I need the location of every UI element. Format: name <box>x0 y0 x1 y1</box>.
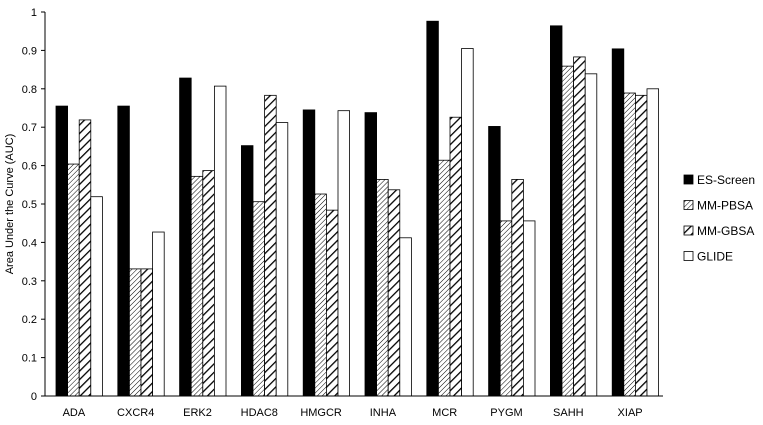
y-tick-label: 0.5 <box>22 199 37 211</box>
bar-mm-gbsa-sahh <box>573 56 586 397</box>
bar-es-screen-pygm <box>488 126 501 397</box>
bar-es-screen-erk2 <box>179 77 192 397</box>
bar-glide-xiap <box>646 88 660 397</box>
bar-glide-hmgcr <box>337 110 351 397</box>
bar-mm-pbsa-hdac8 <box>252 201 266 397</box>
y-tick-label: 0.9 <box>22 45 37 57</box>
y-tick-label: 0.6 <box>22 161 37 173</box>
legend-swatch <box>683 251 694 261</box>
legend-label: GLIDE <box>697 250 733 264</box>
y-tick-label: 0.2 <box>22 314 37 326</box>
x-tick-label: MCR <box>432 407 457 419</box>
y-tick-label: 0.7 <box>22 122 37 134</box>
y-tick-label: 0.1 <box>22 353 37 365</box>
bar-es-screen-inha <box>364 112 378 397</box>
bar-es-screen-xiap <box>611 48 625 397</box>
bar-glide-cxcr4 <box>152 231 165 397</box>
bar-es-screen-ada <box>55 105 69 397</box>
y-axis-title: Area Under the Curve (AUC) <box>4 134 16 275</box>
bar-mm-gbsa-erk2 <box>202 170 215 397</box>
legend-swatch <box>683 200 694 210</box>
bar-mm-pbsa-inha <box>376 179 389 397</box>
bar-mm-pbsa-erk2 <box>190 175 204 397</box>
bar-mm-pbsa-pygm <box>499 220 513 397</box>
x-tick-label: XIAP <box>618 407 643 419</box>
bar-glide-sahh <box>584 73 598 397</box>
y-axis-ticks: 0 0.1 0.2 0.3 0.4 0.5 0.6 0.7 0.8 0.9 1 <box>22 7 45 403</box>
bar-glide-ada <box>90 196 103 397</box>
x-tick-label: CXCR4 <box>117 407 154 419</box>
bar-glide-pygm <box>523 220 536 397</box>
bar-es-screen-cxcr4 <box>117 105 130 397</box>
bar-mm-gbsa-pygm <box>511 179 524 397</box>
y-tick-label: 0.4 <box>22 237 37 249</box>
bar-mm-pbsa-sahh <box>561 65 575 397</box>
y-tick-label: 0 <box>31 391 37 403</box>
bar-es-screen-hmgcr <box>302 109 316 397</box>
bar-mm-gbsa-mcr <box>449 116 463 397</box>
bar-mm-gbsa-inha <box>387 189 401 397</box>
x-tick-label: SAHH <box>553 407 584 419</box>
x-tick-label: INHA <box>370 407 397 419</box>
bar-es-screen-hdac8 <box>240 145 254 397</box>
bar-glide-mcr <box>461 48 474 397</box>
bar-mm-pbsa-hmgcr <box>314 193 327 397</box>
bar-mm-gbsa-ada <box>78 119 92 397</box>
x-tick-label: HDAC8 <box>241 407 278 419</box>
bar-mm-gbsa-hmgcr <box>325 209 339 397</box>
bar-mm-pbsa-ada <box>67 163 80 397</box>
legend-label: MM-PBSA <box>697 199 753 213</box>
bar-mm-gbsa-cxcr4 <box>140 268 154 397</box>
x-tick-label: ERK2 <box>183 407 212 419</box>
x-tick-label: HMGCR <box>300 407 342 419</box>
bar-es-screen-mcr <box>426 20 439 397</box>
bar-mm-gbsa-hdac8 <box>264 94 277 397</box>
bar-mm-pbsa-xiap <box>623 92 636 397</box>
legend-label: ES-Screen <box>697 173 755 187</box>
bar-mm-pbsa-cxcr4 <box>128 268 142 397</box>
bar-es-screen-sahh <box>550 25 563 397</box>
x-axis-tick-labels: ADA CXCR4 ERK2 HDAC8 HMGCR INHA MCR PYGM SAHH XIA… <box>63 407 643 419</box>
bar-glide-hdac8 <box>275 122 289 397</box>
x-tick-label: ADA <box>63 407 86 419</box>
bar-mm-pbsa-mcr <box>437 159 451 397</box>
bar-glide-inha <box>399 237 412 397</box>
bar-glide-erk2 <box>213 85 227 397</box>
legend-label: MM-GBSA <box>697 224 754 238</box>
y-tick-label: 1 <box>31 7 37 19</box>
y-tick-label: 0.8 <box>22 84 37 96</box>
x-tick-label: PYGM <box>490 407 522 419</box>
legend: ES-Screen MM-PBSA MM-GBSA GLIDE <box>683 173 755 264</box>
legend-swatch <box>683 225 694 236</box>
legend-swatch <box>683 174 694 185</box>
bar-mm-gbsa-xiap <box>635 94 648 397</box>
y-tick-label: 0.3 <box>22 276 37 288</box>
bar-series <box>55 20 660 397</box>
